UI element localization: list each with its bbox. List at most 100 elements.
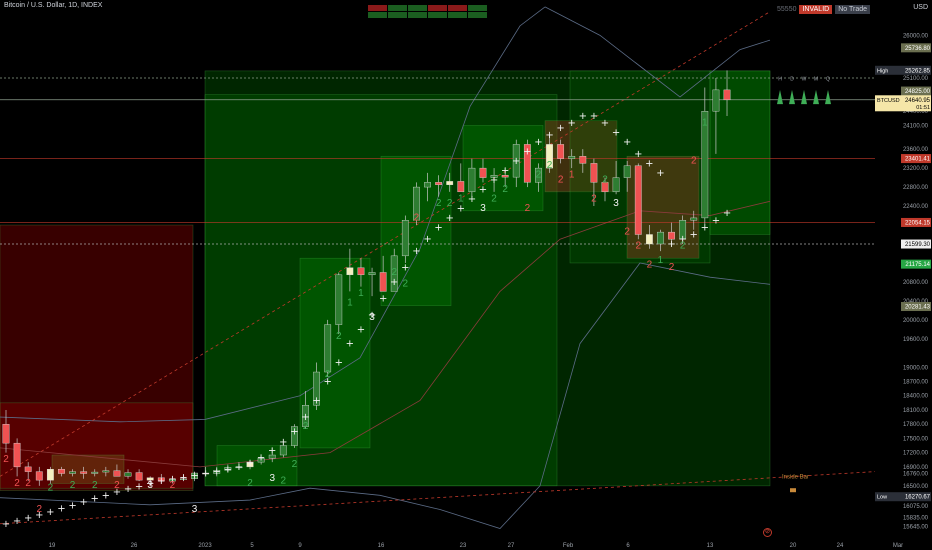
candle-body: [612, 177, 620, 193]
price-tag: [901, 86, 931, 96]
price-tag: [875, 95, 931, 112]
sar-dot: +: [656, 168, 664, 179]
indicator-mini-panel: [368, 5, 487, 18]
price-tag-value: 23401.41: [905, 157, 931, 163]
count-label: 2: [25, 478, 31, 489]
candle-body: [645, 234, 653, 245]
trendline-lower: [0, 471, 876, 525]
up-arrow-icon: [813, 89, 819, 105]
count-label: 3: [192, 504, 198, 515]
price-tag-label: High: [877, 68, 888, 74]
price-tag-countdown: 01:51: [916, 105, 930, 111]
y-tick-label: 24400.00: [903, 109, 929, 115]
count-label: 1: [702, 117, 708, 128]
mini-panel-cell: [408, 5, 427, 11]
y-tick-label: 16075.00: [903, 504, 929, 510]
count-label: 2: [303, 421, 309, 432]
up-arrow-icon: [789, 89, 795, 105]
bollinger-upper-2: [544, 6, 771, 98]
candle-body: [634, 165, 642, 235]
candle-body: [413, 186, 420, 221]
up-arrow-icon: [801, 89, 807, 105]
price-tag: [901, 154, 931, 164]
sar-dot: +: [113, 487, 121, 498]
count-label: 2: [502, 184, 508, 195]
sar-dot: +: [157, 476, 165, 487]
inside-bar-annotation: Inside Bar: [782, 475, 809, 481]
count-label: 2: [336, 331, 342, 342]
sar-dot: +: [612, 128, 620, 139]
y-tick-label: 26000.00: [903, 33, 929, 39]
invalid-badge[interactable]: INVALID: [799, 5, 833, 14]
mini-panel-cell: [468, 5, 487, 11]
bollinger-upper: [0, 6, 546, 423]
sar-dot: +: [201, 469, 209, 480]
flag-icon: [790, 488, 796, 493]
sar-dot: +: [523, 147, 531, 158]
sar-dot: +: [401, 263, 409, 274]
candle-body: [557, 144, 565, 159]
sar-dot: +: [257, 452, 265, 463]
y-tick-label: 23600.00: [903, 147, 929, 153]
price-tag: [901, 302, 931, 312]
sar-dot: +: [712, 215, 720, 226]
sar-dot: +: [545, 130, 553, 141]
candle-body: [113, 470, 121, 477]
count-label: 1: [658, 255, 664, 266]
candle-body: [535, 167, 542, 183]
y-tick-label: 17500.00: [903, 436, 929, 442]
sar-dot: +: [146, 478, 154, 489]
zone-box: [204, 70, 771, 487]
y-tick-label: 18400.00: [903, 394, 929, 400]
candle-body: [313, 371, 320, 406]
x-tick-label: Feb: [563, 543, 574, 549]
candle-body: [302, 405, 309, 427]
count-label: 2: [558, 174, 564, 185]
candle-body: [723, 89, 731, 101]
timeframe-letter: D: [790, 76, 794, 82]
candle-body: [102, 470, 110, 473]
count-label: 3: [369, 312, 375, 323]
y-tick-label: 20000.00: [903, 318, 929, 324]
candle-body: [679, 220, 687, 240]
mini-panel-cell: [468, 12, 487, 18]
y-tick-label: 25100.00: [903, 76, 929, 82]
candle-body: [13, 442, 21, 468]
sar-dot: +: [690, 230, 698, 241]
chart-title: Bitcoin / U.S. Dollar, 1D, INDEX: [4, 2, 103, 9]
candle-body: [468, 167, 476, 193]
candle-body: [180, 478, 187, 480]
sar-dot: +: [335, 358, 343, 369]
candle-body: [690, 217, 698, 221]
count-label: 1: [358, 288, 364, 299]
price-tag: [901, 217, 931, 227]
candle-body: [390, 255, 398, 292]
candle-body: [91, 471, 99, 474]
y-tick-label: 22400.00: [903, 204, 929, 210]
no-trade-badge[interactable]: No Trade: [835, 5, 870, 14]
count-label: 2: [281, 475, 287, 486]
count-label: 2: [247, 478, 253, 489]
count-label: 2: [325, 369, 331, 380]
moving-average: [0, 200, 771, 468]
price-tag: [875, 65, 931, 75]
y-tick-label: 20800.00: [903, 280, 929, 286]
candle-body: [191, 472, 198, 479]
candle-body: [668, 231, 675, 240]
price-tag: [901, 239, 931, 249]
mini-panel-cell: [428, 5, 447, 11]
count-label: 2: [403, 279, 409, 290]
eye-icon[interactable]: ⊘: [763, 528, 772, 537]
price-tag-value: 22054.15: [905, 220, 931, 226]
sar-dot: +: [268, 445, 276, 456]
sar-dot: +: [46, 507, 54, 518]
x-tick-label: 24: [837, 543, 844, 549]
candle-body: [279, 445, 287, 456]
count-label: 3: [480, 203, 486, 214]
count-label: 1: [458, 193, 464, 204]
sar-dot: +: [102, 490, 110, 501]
x-tick-label: 13: [707, 543, 714, 549]
y-tick-label: 17200.00: [903, 451, 929, 457]
count-label: 2: [70, 480, 76, 491]
